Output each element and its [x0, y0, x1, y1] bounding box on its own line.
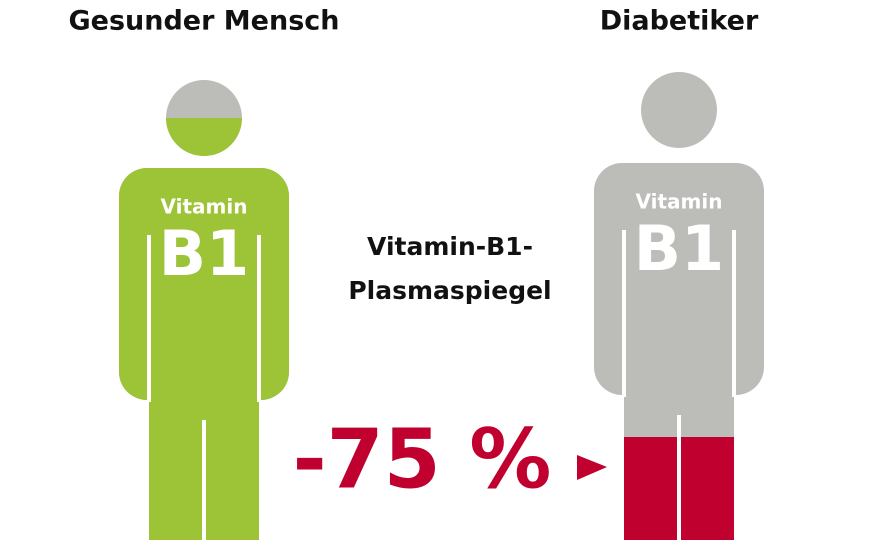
left-title: Gesunder Mensch — [68, 6, 339, 37]
center-line: Vitamin-B1- — [367, 232, 533, 261]
figure-fill — [594, 437, 764, 540]
figure-separators — [622, 230, 736, 540]
vitamin-name: B1 — [634, 212, 724, 285]
center-line: Plasmaspiegel — [348, 276, 551, 305]
vitamin-label: Vitamin — [636, 190, 723, 214]
arrow — [577, 455, 607, 480]
right-title: Diabetiker — [600, 6, 759, 37]
vitamin-label: Vitamin — [161, 195, 248, 219]
figure-separators — [147, 235, 261, 540]
diabetic-figure — [594, 72, 764, 540]
change-label: -75 % — [293, 412, 552, 507]
vitamin-name: B1 — [159, 217, 249, 290]
